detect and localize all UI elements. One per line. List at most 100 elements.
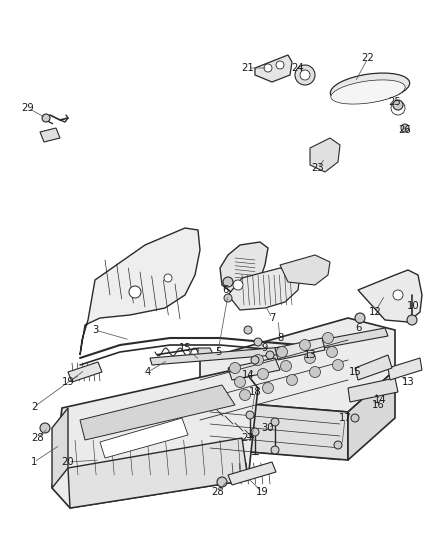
Circle shape <box>351 414 359 422</box>
Circle shape <box>223 277 233 287</box>
Circle shape <box>326 346 337 358</box>
Circle shape <box>254 338 262 346</box>
Polygon shape <box>200 400 348 460</box>
Circle shape <box>42 114 50 122</box>
Text: 23: 23 <box>312 163 324 173</box>
Text: 1: 1 <box>31 457 37 467</box>
Text: 15: 15 <box>349 367 361 377</box>
Polygon shape <box>198 348 212 358</box>
Text: 6: 6 <box>355 323 361 333</box>
Polygon shape <box>52 408 68 488</box>
Text: 3: 3 <box>92 325 98 335</box>
Polygon shape <box>228 358 280 380</box>
Circle shape <box>271 446 279 454</box>
Text: 7: 7 <box>269 313 275 323</box>
Circle shape <box>263 383 274 393</box>
Text: 13: 13 <box>402 377 414 387</box>
Circle shape <box>224 294 232 302</box>
Text: 8: 8 <box>277 333 283 343</box>
Polygon shape <box>358 270 422 322</box>
Circle shape <box>257 368 268 379</box>
Circle shape <box>235 376 246 387</box>
Circle shape <box>251 428 259 436</box>
Circle shape <box>246 411 254 419</box>
Text: 6: 6 <box>222 285 228 295</box>
Polygon shape <box>80 228 200 355</box>
Text: 13: 13 <box>304 350 316 360</box>
Polygon shape <box>280 255 330 285</box>
Polygon shape <box>80 385 235 440</box>
Circle shape <box>281 360 291 372</box>
Text: 20: 20 <box>62 457 74 467</box>
Circle shape <box>393 290 403 300</box>
Circle shape <box>300 70 310 80</box>
Text: 19: 19 <box>256 487 268 497</box>
Text: 15: 15 <box>179 343 191 353</box>
Text: 28: 28 <box>32 433 44 443</box>
Circle shape <box>295 65 315 85</box>
Text: 22: 22 <box>362 53 375 63</box>
Polygon shape <box>228 462 276 485</box>
Polygon shape <box>255 55 292 82</box>
Polygon shape <box>228 268 300 310</box>
Circle shape <box>253 354 264 366</box>
Text: 17: 17 <box>339 413 351 423</box>
Circle shape <box>251 356 259 364</box>
Polygon shape <box>275 338 325 360</box>
Circle shape <box>277 346 288 358</box>
Circle shape <box>355 313 365 323</box>
Text: 29: 29 <box>21 103 35 113</box>
Circle shape <box>244 326 252 334</box>
Text: 18: 18 <box>249 387 261 397</box>
Text: 28: 28 <box>212 487 224 497</box>
Ellipse shape <box>330 73 409 103</box>
Polygon shape <box>388 358 422 380</box>
Text: 14: 14 <box>374 395 386 405</box>
Circle shape <box>334 441 342 449</box>
Text: 5: 5 <box>215 347 221 357</box>
Circle shape <box>401 124 409 132</box>
Circle shape <box>129 286 141 298</box>
Text: 27: 27 <box>242 433 254 443</box>
Text: 30: 30 <box>262 423 274 433</box>
Polygon shape <box>310 138 340 172</box>
Circle shape <box>323 333 333 343</box>
Text: 16: 16 <box>371 400 385 410</box>
Circle shape <box>164 274 172 282</box>
Ellipse shape <box>331 80 405 104</box>
Circle shape <box>276 61 284 69</box>
Polygon shape <box>348 370 395 460</box>
Circle shape <box>309 367 320 377</box>
Circle shape <box>264 64 272 72</box>
Circle shape <box>233 280 243 290</box>
Circle shape <box>266 351 274 359</box>
Text: 25: 25 <box>388 97 401 107</box>
Text: 19: 19 <box>62 377 74 387</box>
Circle shape <box>305 352 316 364</box>
Circle shape <box>40 423 50 433</box>
Circle shape <box>287 375 298 385</box>
Text: 14: 14 <box>242 370 254 380</box>
Polygon shape <box>100 418 188 458</box>
Text: 10: 10 <box>407 301 420 311</box>
Circle shape <box>407 315 417 325</box>
Text: 4: 4 <box>145 367 151 377</box>
Circle shape <box>239 390 250 400</box>
Text: 21: 21 <box>242 63 254 73</box>
Polygon shape <box>68 438 248 508</box>
Polygon shape <box>220 242 268 298</box>
Polygon shape <box>355 355 392 380</box>
Circle shape <box>271 418 279 426</box>
Polygon shape <box>40 128 60 142</box>
Polygon shape <box>310 328 388 350</box>
Polygon shape <box>52 368 258 508</box>
Polygon shape <box>348 378 398 402</box>
Text: 9: 9 <box>262 343 268 353</box>
Text: 12: 12 <box>369 307 382 317</box>
Circle shape <box>333 359 343 370</box>
Circle shape <box>217 477 227 487</box>
Circle shape <box>393 100 403 110</box>
Polygon shape <box>68 362 102 382</box>
Polygon shape <box>150 345 312 365</box>
Text: 2: 2 <box>31 402 37 412</box>
